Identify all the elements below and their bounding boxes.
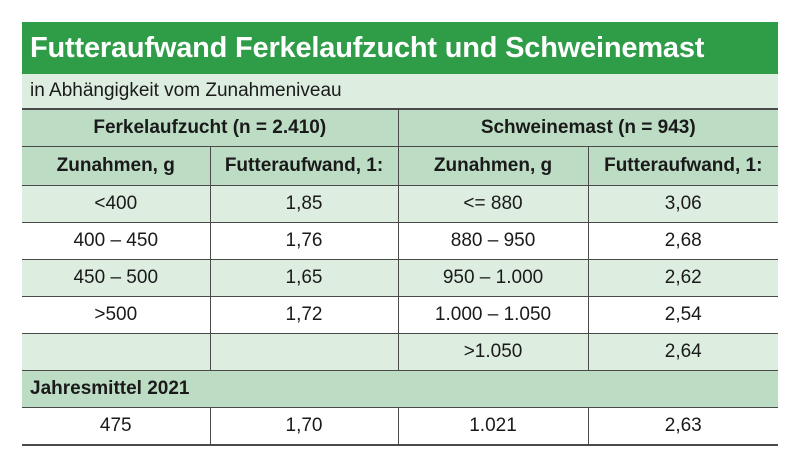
column-header: Zunahmen, g bbox=[397, 146, 589, 186]
column-header: Zunahmen, g bbox=[22, 146, 210, 186]
table-cell: 1,65 bbox=[209, 259, 399, 297]
table-cell: >1.050 bbox=[397, 333, 589, 371]
figure-subtitle: in Abhängigkeit vom Zunahmeniveau bbox=[22, 74, 778, 108]
table-cell: 2,54 bbox=[587, 296, 779, 334]
summary-label-row: Jahresmittel 2021 bbox=[22, 370, 779, 408]
summary-row: 475 1,70 1.021 2,63 bbox=[22, 407, 779, 446]
table-cell bbox=[209, 333, 399, 371]
table-cell: 3,06 bbox=[587, 185, 779, 223]
table-cell: 1,85 bbox=[209, 185, 399, 223]
table-cell: <400 bbox=[22, 185, 210, 223]
table-row: <400 1,85 <= 880 3,06 bbox=[22, 185, 779, 223]
table-cell: 2,64 bbox=[587, 333, 779, 371]
table-row: 450 – 500 1,65 950 – 1.000 2,62 bbox=[22, 259, 779, 297]
table-row: >500 1,72 1.000 – 1.050 2,54 bbox=[22, 296, 779, 334]
table-cell: 450 – 500 bbox=[22, 259, 210, 297]
summary-cell: 475 bbox=[22, 407, 210, 446]
summary-cell: 1,70 bbox=[209, 407, 399, 446]
table-cell: <= 880 bbox=[397, 185, 589, 223]
table-cell: 1,76 bbox=[209, 222, 399, 260]
table-cell: 1,72 bbox=[209, 296, 399, 334]
column-header-row: Zunahmen, g Futteraufwand, 1: Zunahmen, … bbox=[22, 146, 779, 186]
table-cell bbox=[22, 333, 210, 371]
table-figure: Futteraufwand Ferkelaufzucht und Schwein… bbox=[22, 22, 779, 446]
table-cell: >500 bbox=[22, 296, 210, 334]
summary-label: Jahresmittel 2021 bbox=[22, 370, 779, 408]
group-header-row: Ferkelaufzucht (n = 2.410) Schweinemast … bbox=[22, 108, 779, 147]
table-cell: 2,62 bbox=[587, 259, 779, 297]
summary-cell: 1.021 bbox=[397, 407, 589, 446]
table-cell: 950 – 1.000 bbox=[397, 259, 589, 297]
group-header-ferkelaufzucht: Ferkelaufzucht (n = 2.410) bbox=[22, 108, 399, 147]
table-row: >1.050 2,64 bbox=[22, 333, 779, 371]
table-cell: 2,68 bbox=[587, 222, 779, 260]
group-header-schweinemast: Schweinemast (n = 943) bbox=[397, 108, 779, 147]
data-table: Ferkelaufzucht (n = 2.410) Schweinemast … bbox=[22, 108, 779, 446]
table-cell: 400 – 450 bbox=[22, 222, 210, 260]
summary-cell: 2,63 bbox=[587, 407, 779, 446]
figure-title: Futteraufwand Ferkelaufzucht und Schwein… bbox=[22, 22, 778, 74]
column-header: Futteraufwand, 1: bbox=[209, 146, 399, 186]
table-row: 400 – 450 1,76 880 – 950 2,68 bbox=[22, 222, 779, 260]
table-cell: 880 – 950 bbox=[397, 222, 589, 260]
column-header: Futteraufwand, 1: bbox=[587, 146, 779, 186]
table-cell: 1.000 – 1.050 bbox=[397, 296, 589, 334]
